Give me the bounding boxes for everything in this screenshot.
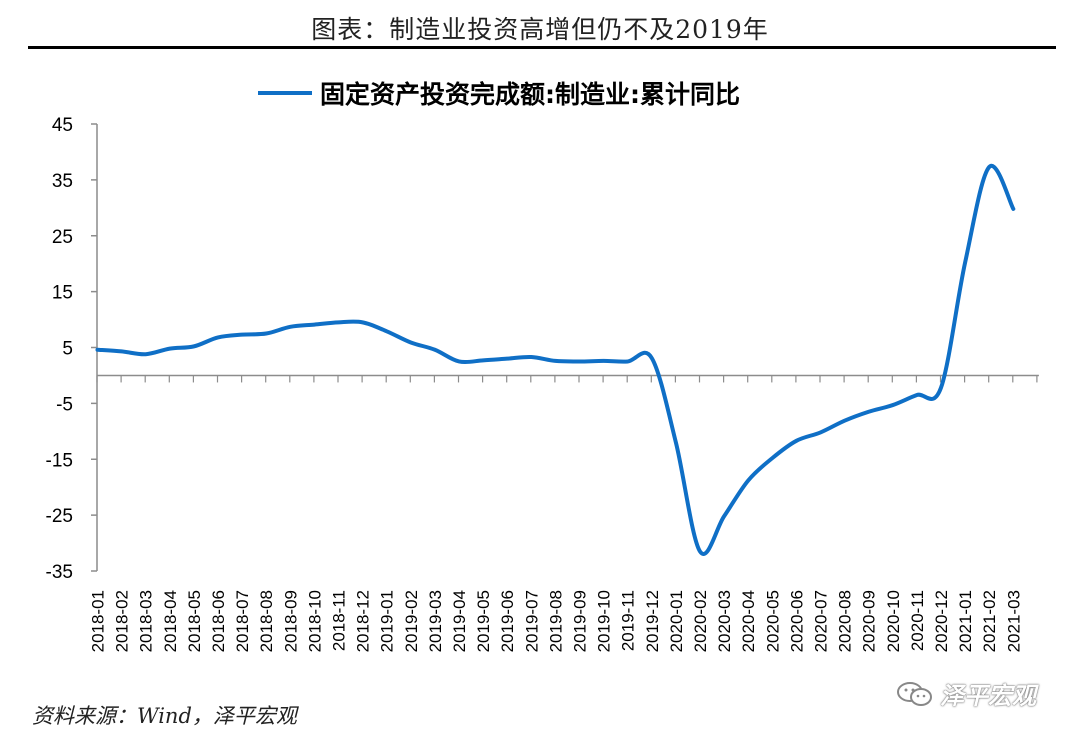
- x-tick-label: 2020-10: [884, 590, 903, 652]
- x-tick-label: 2020-01: [667, 590, 686, 652]
- chart-title: 图表：制造业投资高增但仍不及2019年: [311, 15, 769, 44]
- data-point: [168, 347, 172, 351]
- x-tick-label: 2019-05: [474, 590, 493, 652]
- data-point: [794, 439, 798, 443]
- y-tick-label: -35: [46, 562, 73, 583]
- y-tick-label: 25: [52, 227, 73, 248]
- data-point: [433, 348, 437, 352]
- x-tick-label: 2020-09: [860, 590, 879, 652]
- data-point: [481, 358, 485, 362]
- data-point: [939, 386, 943, 390]
- x-tick-label: 2020-07: [812, 590, 831, 652]
- data-point: [409, 340, 413, 344]
- data-point: [722, 514, 726, 518]
- data-point: [698, 549, 702, 553]
- wechat-icon: [897, 681, 932, 706]
- x-tick-label: 2020-05: [763, 590, 782, 652]
- data-point: [505, 357, 509, 361]
- series-line: [95, 163, 1016, 556]
- data-point: [963, 261, 967, 265]
- x-tick-label: 2021-01: [956, 590, 975, 652]
- data-point: [240, 333, 244, 337]
- y-tick-label: 15: [52, 283, 73, 304]
- x-tick-label: 2020-11: [908, 590, 927, 651]
- x-tick-label: 2018-01: [89, 590, 108, 652]
- data-point: [120, 349, 124, 353]
- x-tick-label: 2019-08: [546, 590, 565, 652]
- data-point: [602, 359, 606, 363]
- x-tick-label: 2019-03: [426, 590, 445, 652]
- data-point: [337, 320, 341, 324]
- x-tick-label: 2019-12: [643, 590, 662, 652]
- data-point: [553, 359, 557, 363]
- x-tick-label: 2018-10: [305, 590, 324, 652]
- data-point: [578, 359, 582, 363]
- data-point: [626, 359, 630, 363]
- data-point: [674, 440, 678, 444]
- x-tick-label: 2018-08: [257, 590, 276, 652]
- x-tick-label: 2018-02: [113, 590, 132, 652]
- x-tick-label: 2019-01: [378, 590, 397, 652]
- data-point: [1011, 207, 1015, 211]
- x-tick-label: 2021-03: [1004, 590, 1023, 652]
- data-point: [770, 456, 774, 460]
- axes: 45 35 25 15 5 -5 -15 -25 -35 2018-01 2018-02 2018-0…: [46, 115, 1039, 652]
- data-point: [361, 320, 365, 324]
- series-marks: [95, 163, 1016, 556]
- x-tick-label: 2018-03: [137, 590, 156, 652]
- data-point: [987, 165, 991, 169]
- x-tick-label: 2021-02: [980, 590, 999, 652]
- legend: 固定资产投资完成额:制造业:累计同比: [258, 80, 740, 109]
- x-tick-label: 2020-03: [715, 590, 734, 652]
- data-point: [96, 348, 100, 352]
- x-tick-label: 2018-07: [233, 590, 252, 652]
- x-tick-label: 2019-02: [402, 590, 421, 652]
- x-tick-label: 2020-02: [691, 590, 710, 652]
- x-tick-label: 2018-09: [281, 590, 300, 652]
- data-point: [891, 403, 895, 407]
- data-point: [867, 410, 871, 414]
- data-point: [385, 329, 389, 333]
- watermark: 泽平宏观: [896, 676, 1036, 711]
- x-tick-label: 2019-09: [571, 590, 590, 652]
- x-tick-label: 2018-04: [161, 590, 180, 652]
- y-tick-label: -25: [46, 506, 73, 527]
- data-point: [529, 355, 533, 359]
- legend-label: 固定资产投资完成额:制造业:累计同比: [320, 80, 740, 109]
- x-tick-label: 2019-06: [498, 590, 517, 652]
- watermark-text: 泽平宏观: [940, 682, 1036, 710]
- x-tick-label: 2019-04: [450, 590, 469, 652]
- data-point: [264, 332, 268, 336]
- x-tick-label: 2020-08: [836, 590, 855, 652]
- y-tick-label: 5: [62, 339, 73, 360]
- x-tick-label: 2019-07: [522, 590, 541, 652]
- y-tick-label: -15: [46, 450, 73, 471]
- x-tick-label: 2019-11: [619, 590, 638, 651]
- data-point: [288, 325, 292, 329]
- title-divider: [28, 46, 1056, 49]
- x-tick-label: 2018-11: [330, 590, 349, 651]
- data-point: [192, 344, 196, 348]
- source-note: 资料来源：Wind，泽平宏观: [32, 704, 297, 728]
- y-tick-label: 35: [52, 171, 73, 192]
- x-tick-label: 2018-06: [209, 590, 228, 652]
- data-point: [144, 352, 148, 356]
- x-tick-label: 2020-06: [787, 590, 806, 652]
- data-point: [915, 393, 919, 397]
- data-point: [650, 356, 654, 360]
- data-point: [746, 478, 750, 482]
- x-tick-label: 2020-04: [739, 590, 758, 652]
- y-tick-label: -5: [56, 394, 73, 415]
- x-tick-label: 2018-05: [185, 590, 204, 652]
- data-point: [819, 430, 823, 434]
- data-point: [216, 335, 220, 339]
- data-point: [843, 419, 847, 423]
- x-tick-label: 2020-12: [932, 590, 951, 652]
- x-tick-label: 2018-12: [354, 590, 373, 652]
- data-point: [312, 323, 316, 327]
- x-tick-label: 2019-10: [595, 590, 614, 652]
- data-point: [457, 359, 461, 363]
- y-tick-label: 45: [52, 115, 73, 136]
